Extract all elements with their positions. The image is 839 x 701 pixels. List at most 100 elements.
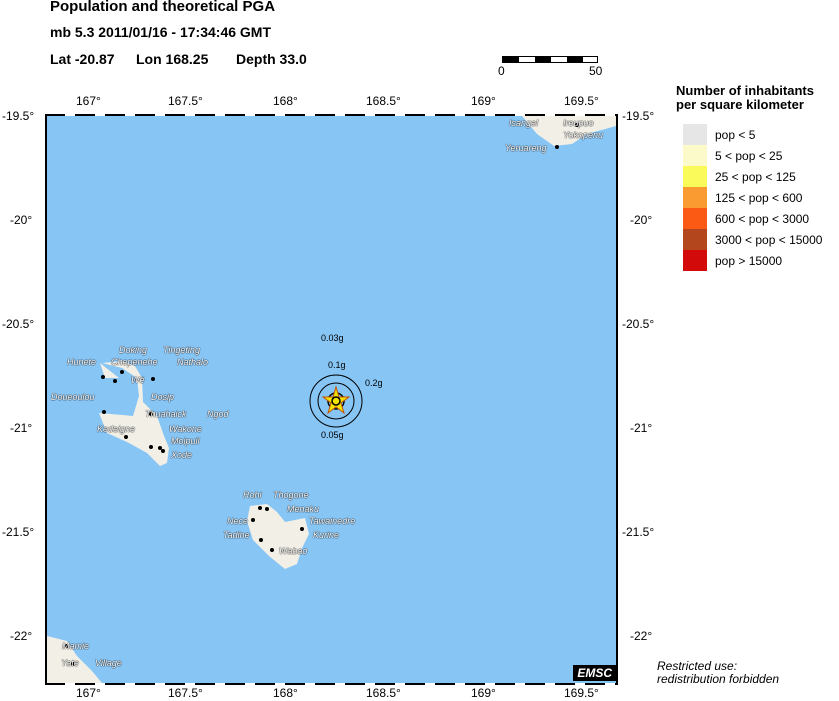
town-label: Nathalo — [177, 357, 209, 367]
legend-swatch — [683, 250, 707, 271]
town-label: Nece — [227, 516, 249, 526]
town-marker — [555, 145, 559, 149]
town-label: Kurine — [313, 530, 340, 540]
pga-label: 0.03g — [321, 333, 344, 343]
town-marker — [251, 518, 255, 522]
usage-notice: Restricted use: redistribution forbidden — [657, 660, 779, 686]
lon-tick-bottom: 167.5° — [168, 686, 203, 700]
legend-title-line2: per square kilometer — [676, 97, 804, 112]
town-marker — [300, 527, 304, 531]
town-label: Rohi — [243, 490, 262, 500]
pga-label: 0.05g — [321, 430, 344, 440]
town-marker — [124, 435, 128, 439]
town-label: Yokopenu — [563, 130, 604, 140]
town-marker — [259, 538, 263, 542]
lat-tick-right: -19.5° — [622, 109, 655, 123]
lon-tick-bottom: 167° — [76, 686, 101, 700]
lon-tick-bottom: 169° — [471, 686, 496, 700]
legend-label: pop > 15000 — [715, 253, 783, 268]
lon-tick: 168° — [273, 94, 298, 108]
town-label: Ireupuo — [563, 118, 594, 128]
pga-layer — [309, 374, 363, 428]
lon-tick: 167° — [76, 94, 101, 108]
legend-item: 125 < pop < 600 — [683, 187, 802, 208]
legend-swatch — [683, 208, 707, 229]
notice-line2: redistribution forbidden — [657, 672, 780, 686]
lon-tick-bottom: 168.5° — [366, 686, 401, 700]
town-marker — [102, 410, 106, 414]
legend-swatch — [683, 166, 707, 187]
lat-tick-right: -22° — [630, 629, 653, 643]
town-label: Xode — [171, 450, 193, 460]
lat-tick-right: -21° — [630, 421, 653, 435]
town-label: Isangel — [509, 118, 539, 128]
town-label: Wakone — [169, 424, 202, 434]
town-label: Ngod — [207, 409, 229, 419]
town-marker — [101, 375, 105, 379]
lon-tick: 168.5° — [366, 94, 401, 108]
legend-label: pop < 5 — [715, 127, 756, 142]
town-label: Doueoulou — [51, 392, 95, 402]
lat-tick: -20.5° — [2, 317, 35, 331]
town-label: Wé — [131, 375, 145, 385]
legend-swatch — [683, 229, 707, 250]
lat-tick: -22° — [10, 629, 33, 643]
depth-label: Depth 33.0 — [236, 51, 307, 67]
town-label: Thogone — [273, 490, 309, 500]
town-label: Dosip — [151, 392, 175, 402]
lat-tick-right: -20° — [630, 213, 653, 227]
legend-item: pop > 15000 — [683, 250, 782, 271]
town-marker — [265, 507, 269, 511]
town-label: Yate — [61, 658, 79, 668]
lon-tick: 169° — [471, 94, 496, 108]
notice-line1: Restricted use: — [657, 659, 738, 673]
legend-label: 3000 < pop < 15000 — [715, 232, 823, 247]
town-label: Kedeigne — [97, 424, 136, 434]
town-label: Tadine — [223, 530, 250, 540]
town-label: Yeruareng — [505, 143, 547, 153]
map-title: Population and theoretical PGA — [50, 0, 276, 15]
legend-item: pop < 5 — [683, 124, 755, 145]
legend-swatch — [683, 145, 707, 166]
lat-tick-right: -20.5° — [622, 317, 655, 331]
legend-swatch — [683, 187, 707, 208]
town-label: Moipuil — [171, 436, 200, 446]
event-info: mb 5.3 2011/01/16 - 17:34:46 GMT — [50, 24, 272, 40]
town-label: Wabao — [279, 546, 308, 556]
town-label: Village — [95, 658, 122, 668]
legend-label: 25 < pop < 125 — [715, 169, 796, 184]
town-label: Doking — [119, 345, 148, 355]
legend-swatch — [683, 124, 707, 145]
legend-label: 600 < pop < 3000 — [715, 211, 810, 226]
legend-item: 5 < pop < 25 — [683, 145, 782, 166]
town-marker — [113, 379, 117, 383]
lat-tick: -21° — [10, 421, 33, 435]
town-marker — [161, 449, 165, 453]
legend-item: 25 < pop < 125 — [683, 166, 796, 187]
lon-tick: 169.5° — [564, 94, 599, 108]
legend-title: Number of inhabitants per square kilomet… — [676, 84, 814, 112]
lon-tick-bottom: 169.5° — [564, 686, 599, 700]
lat-tick-right: -21.5° — [622, 525, 655, 539]
legend-label: 125 < pop < 600 — [715, 190, 803, 205]
lon-label: Lon 168.25 — [136, 51, 209, 67]
town-label: Menaku — [287, 504, 320, 514]
legend-title-line1: Number of inhabitants — [676, 83, 814, 98]
town-marker — [149, 445, 153, 449]
town-label: Mamie — [62, 641, 90, 651]
lat-tick: -21.5° — [2, 525, 35, 539]
pga-label: 0.2g — [365, 378, 383, 388]
lon-tick: 167.5° — [168, 94, 203, 108]
town-marker — [258, 506, 262, 510]
scale-start: 0 — [498, 64, 505, 78]
legend-item: 600 < pop < 3000 — [683, 208, 809, 229]
map-canvas[interactable]: 0.03g 0.1g 0.2g 0.05g Doking Tingeting Hun… — [47, 116, 616, 683]
town-label: Thuahaick — [145, 409, 187, 419]
lat-label: Lat -20.87 — [50, 51, 115, 67]
emsc-logo: EMSC — [573, 665, 616, 681]
town-label: Tingeting — [163, 345, 200, 355]
town-marker — [120, 370, 124, 374]
scale-bar — [502, 56, 598, 63]
town-label: Chepenehe — [111, 357, 158, 367]
legend-item: 3000 < pop < 15000 — [683, 229, 822, 250]
